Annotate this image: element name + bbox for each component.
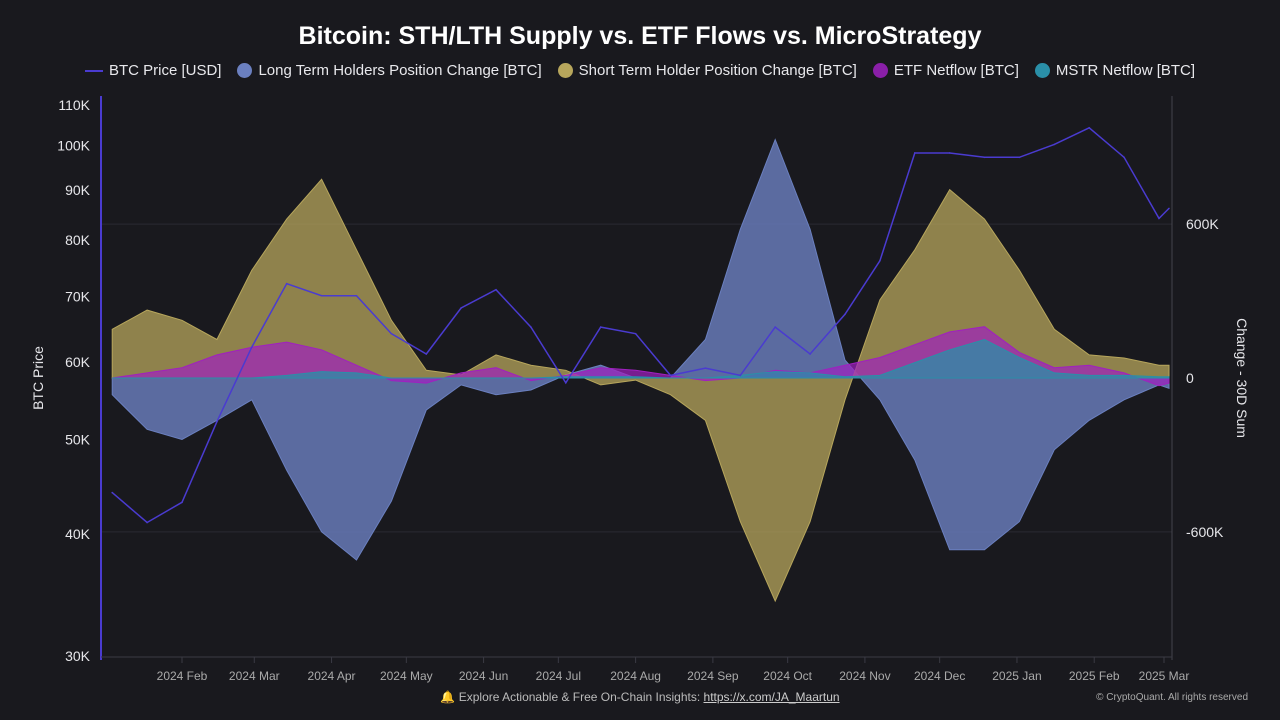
price-point [1168, 207, 1170, 210]
legend-item-etf[interactable]: ETF Netflow [BTC] [872, 62, 1019, 79]
price-point [425, 353, 428, 355]
price-point [216, 420, 218, 423]
left-axis-label: BTC Price [30, 346, 46, 410]
price-point [146, 521, 148, 524]
legend: BTC Price [USD] Long Term Holders Positi… [0, 62, 1280, 79]
legend-item-lth[interactable]: Long Term Holders Position Change [BTC] [237, 62, 542, 79]
left-tick-label: 110K [58, 97, 90, 113]
footer: 🔔 Explore Actionable & Free On-Chain Ins… [0, 690, 1280, 704]
sth-area [111, 178, 1170, 603]
left-tick-label: 70K [65, 289, 91, 305]
price-point [530, 326, 532, 328]
price-point [774, 326, 776, 328]
price-point [599, 326, 602, 328]
legend-label: BTC Price [USD] [108, 62, 222, 79]
price-point [181, 501, 183, 504]
right-tick-label: 600K [1186, 216, 1219, 232]
price-point [879, 260, 881, 262]
x-tick-label: 2024 Jun [459, 669, 508, 683]
x-tick-label: 2025 Feb [1069, 669, 1120, 683]
price-point [460, 307, 462, 309]
price-point [634, 332, 637, 335]
legend-item-price[interactable]: BTC Price [USD] [84, 62, 222, 79]
price-point [111, 491, 114, 494]
price-point [739, 374, 742, 377]
legend-swatch [557, 63, 573, 78]
price-point [320, 294, 323, 297]
legend-label: Short Term Holder Position Change [BTC] [578, 62, 857, 79]
price-point [704, 367, 707, 369]
x-tick-label: 2025 Mar [1139, 669, 1190, 683]
price-point [250, 346, 253, 348]
left-tick-label: 30K [65, 648, 91, 664]
price-point [390, 332, 393, 335]
footer-text: Explore Actionable & Free On-Chain Insig… [458, 690, 704, 704]
left-tick-label: 40K [65, 526, 91, 542]
x-tick-label: 2024 Nov [839, 669, 890, 683]
price-point [1088, 126, 1091, 129]
x-tick-label: 2024 Aug [610, 669, 661, 683]
x-tick-label: 2024 Apr [308, 669, 356, 683]
left-tick-label: 60K [65, 354, 91, 370]
price-point [355, 294, 358, 297]
left-tick-label: 90K [65, 182, 91, 198]
right-tick-label: -600K [1186, 524, 1224, 540]
price-point [983, 156, 986, 159]
price-point [913, 152, 916, 154]
legend-item-mstr[interactable]: MSTR Netflow [BTC] [1034, 62, 1196, 79]
legend-label: MSTR Netflow [BTC] [1055, 62, 1196, 79]
legend-swatch [237, 63, 253, 78]
chart-title: Bitcoin: STH/LTH Supply vs. ETF Flows vs… [298, 22, 982, 50]
price-point [1123, 156, 1125, 159]
legend-swatch [872, 63, 888, 78]
legend-swatch [1034, 63, 1050, 78]
price-point [1053, 143, 1056, 146]
price-point [809, 353, 811, 355]
x-tick-label: 2024 Feb [157, 669, 208, 683]
left-tick-label: 100K [57, 137, 90, 153]
left-tick-label: 80K [65, 232, 91, 248]
x-tick-label: 2024 Mar [229, 669, 280, 683]
x-tick-label: 2024 May [380, 669, 433, 683]
price-point [669, 374, 672, 377]
btc-price-line [111, 126, 1170, 524]
left-tick-label: 50K [65, 431, 91, 447]
footer-link[interactable]: https://x.com/JA_Maartun [703, 690, 840, 704]
copyright: © CryptoQuant. All rights reserved [1096, 692, 1248, 703]
price-point [844, 313, 846, 316]
legend-label: Long Term Holders Position Change [BTC] [258, 62, 542, 79]
legend-item-sth[interactable]: Short Term Holder Position Change [BTC] [557, 62, 857, 79]
bell-icon: 🔔 [440, 690, 456, 704]
x-tick-label: 2024 Jul [536, 669, 581, 683]
x-tick-label: 2024 Dec [914, 669, 965, 683]
legend-swatch [84, 69, 103, 72]
mstr-area [112, 338, 1170, 379]
x-tick-label: 2024 Sep [687, 669, 739, 683]
right-axis-label: Change - 30D Sum [1234, 318, 1250, 438]
right-tick-label: 0 [1186, 370, 1194, 386]
price-point [1158, 217, 1160, 220]
price-point [565, 382, 567, 384]
price-point [495, 288, 497, 291]
x-tick-label: 2025 Jan [992, 669, 1041, 683]
price-point [948, 152, 951, 154]
price-point [285, 282, 288, 285]
x-tick-label: 2024 Oct [763, 669, 812, 683]
price-point [1018, 156, 1021, 159]
legend-label: ETF Netflow [BTC] [893, 62, 1019, 79]
